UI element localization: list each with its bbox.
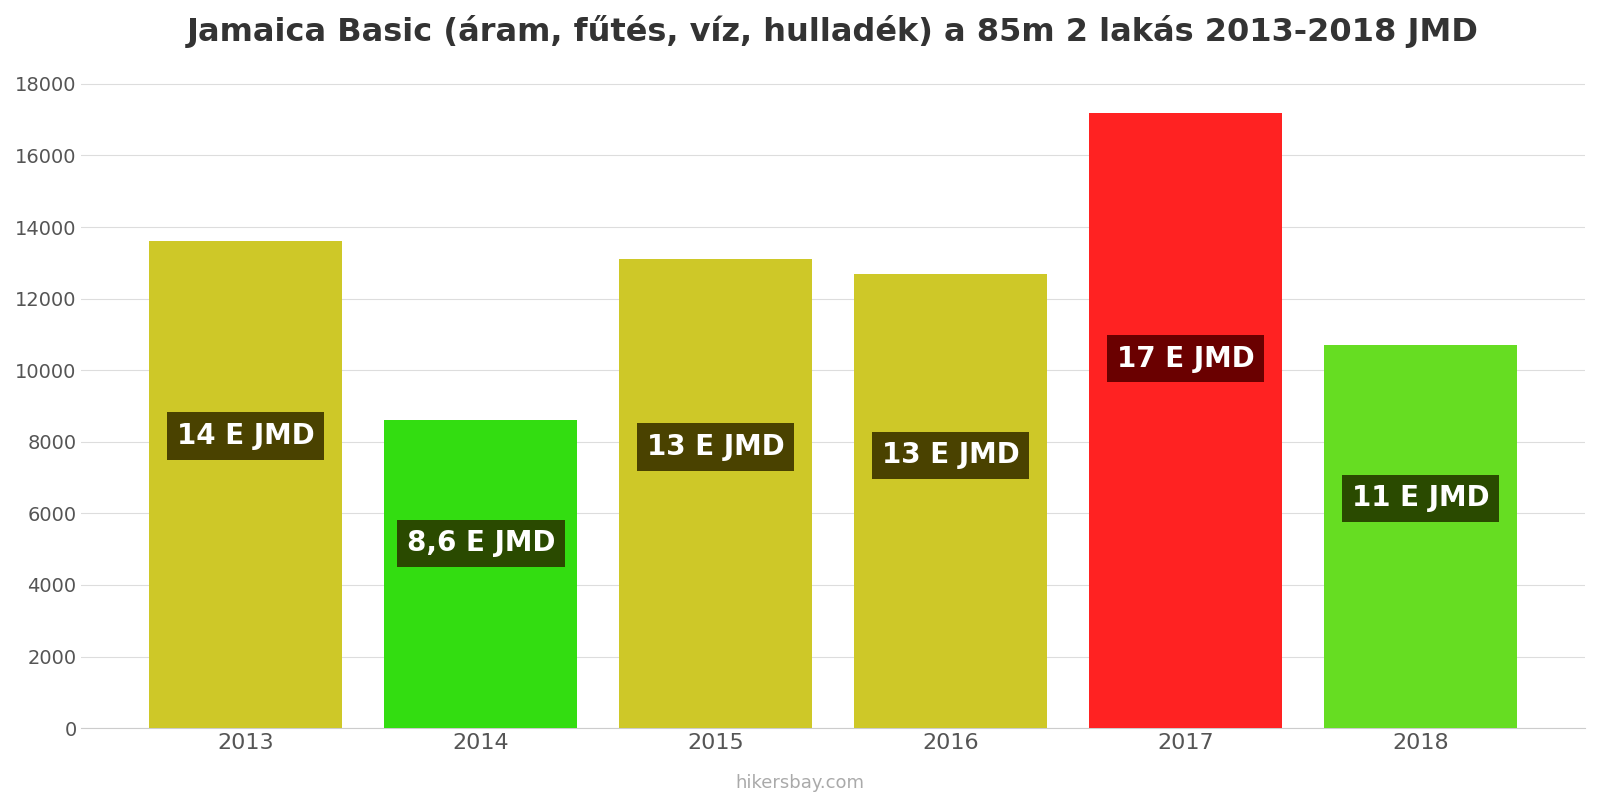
Bar	[619, 259, 813, 728]
Bar	[1325, 345, 1517, 728]
Bar	[854, 274, 1046, 728]
Bar	[149, 242, 342, 728]
Text: 13 E JMD: 13 E JMD	[882, 442, 1019, 470]
Text: 17 E JMD: 17 E JMD	[1117, 345, 1254, 373]
Title: Jamaica Basic (áram, fűtés, víz, hulladék) a 85m 2 lakás 2013-2018 JMD: Jamaica Basic (áram, fűtés, víz, hulladé…	[187, 15, 1478, 48]
Bar	[384, 420, 578, 728]
Bar	[1090, 113, 1282, 728]
Text: 8,6 E JMD: 8,6 E JMD	[406, 530, 555, 558]
Text: 13 E JMD: 13 E JMD	[646, 433, 784, 461]
Text: 14 E JMD: 14 E JMD	[178, 422, 315, 450]
Text: hikersbay.com: hikersbay.com	[736, 774, 864, 792]
Text: 11 E JMD: 11 E JMD	[1352, 484, 1490, 512]
